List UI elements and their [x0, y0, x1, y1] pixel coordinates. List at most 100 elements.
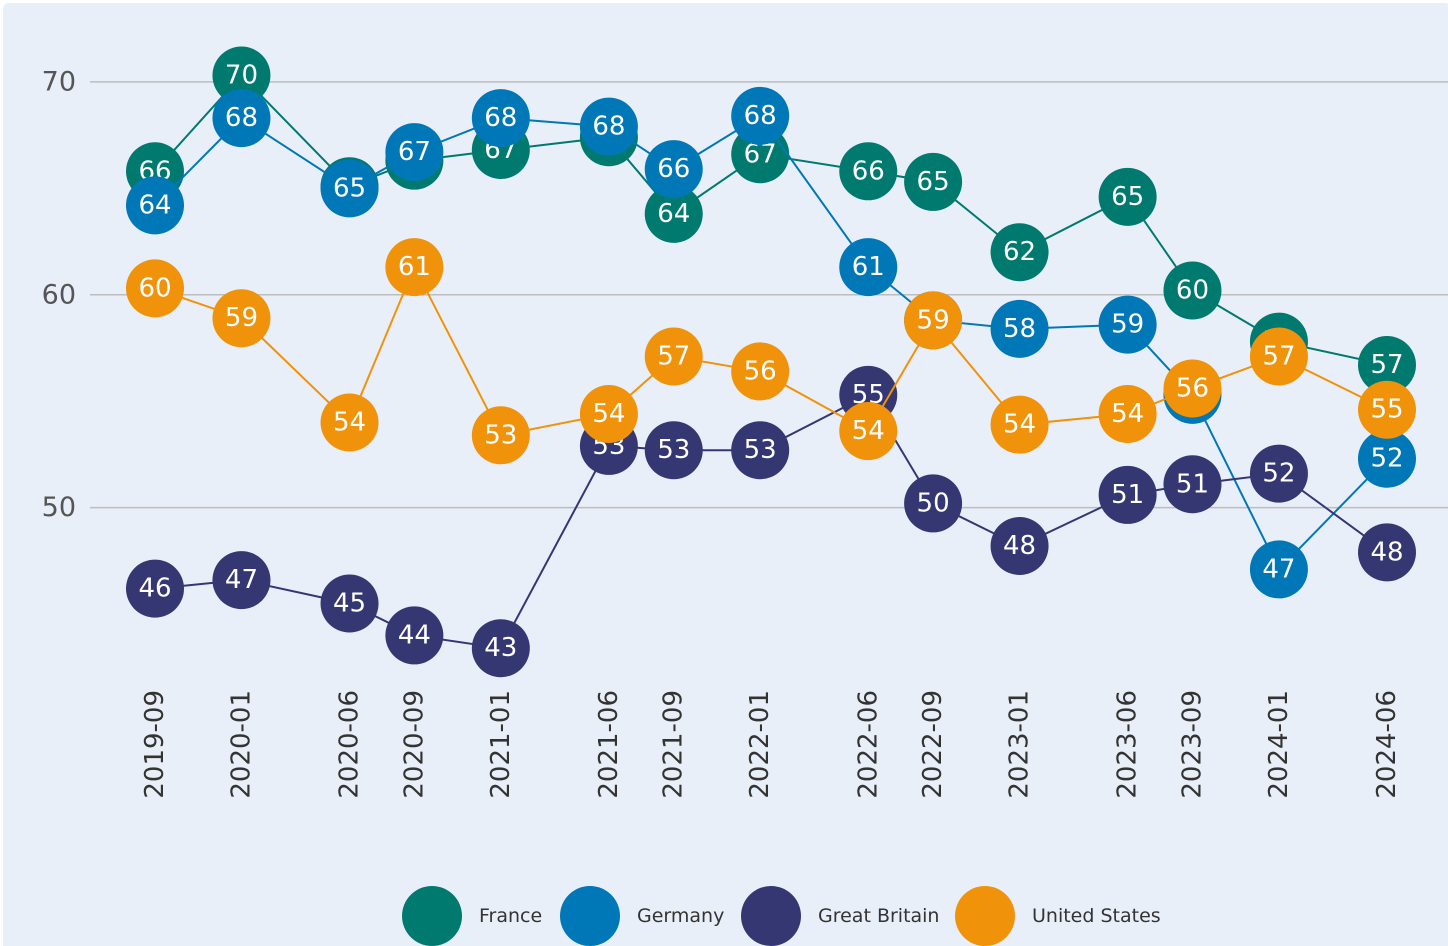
data-point — [1249, 444, 1308, 503]
data-label: 61 — [398, 252, 431, 282]
legend-label: Germany — [637, 905, 724, 927]
data-point — [731, 421, 790, 480]
x-tick-label: 2023-09 — [1177, 690, 1207, 799]
x-tick-label: 2023-01 — [1005, 690, 1035, 799]
x-tick-label: 2022-06 — [853, 690, 883, 799]
data-label: 45 — [333, 588, 366, 618]
data-label: 44 — [398, 620, 431, 650]
data-point — [904, 291, 963, 350]
data-label: 60 — [1176, 276, 1209, 306]
data-label: 58 — [1003, 314, 1036, 344]
data-point — [731, 342, 790, 401]
legend-swatch — [741, 886, 801, 946]
data-point — [212, 289, 271, 348]
data-label: 53 — [744, 435, 777, 465]
x-tick-label: 2024-01 — [1264, 690, 1294, 799]
data-point — [1358, 523, 1416, 582]
data-point — [212, 89, 271, 148]
data-point — [385, 606, 444, 665]
data-point — [1098, 465, 1157, 524]
data-point — [1098, 295, 1157, 354]
data-label: 46 — [138, 574, 171, 604]
data-point — [579, 385, 638, 443]
data-label: 59 — [1111, 310, 1144, 340]
data-point — [644, 421, 703, 480]
data-point — [904, 152, 963, 211]
data-label: 54 — [592, 399, 625, 429]
x-tick-label: 2022-01 — [745, 690, 775, 799]
data-label: 53 — [657, 435, 690, 465]
data-label: 68 — [592, 112, 625, 142]
data-label: 48 — [1003, 531, 1036, 561]
data-label: 60 — [138, 273, 171, 303]
data-point — [1163, 261, 1222, 320]
data-point — [644, 327, 703, 386]
data-point — [1358, 429, 1416, 488]
data-label: 57 — [1262, 342, 1295, 372]
data-point — [320, 574, 379, 633]
data-label: 47 — [225, 565, 258, 595]
x-tick-label: 2021-01 — [486, 690, 516, 799]
legend-swatch — [955, 886, 1015, 946]
data-label: 65 — [333, 173, 366, 203]
data-point — [1163, 359, 1222, 418]
data-label: 53 — [484, 420, 517, 450]
data-label: 67 — [398, 137, 431, 167]
legend-swatch — [560, 886, 620, 946]
data-label: 66 — [852, 156, 885, 186]
data-point — [320, 159, 379, 218]
data-point — [990, 395, 1049, 454]
data-label: 51 — [1111, 480, 1144, 510]
data-label: 66 — [657, 154, 690, 184]
data-point — [320, 393, 379, 452]
data-point — [990, 299, 1049, 358]
data-label: 68 — [225, 103, 258, 133]
x-tick-label: 2024-06 — [1372, 690, 1402, 799]
data-label: 70 — [225, 60, 258, 90]
data-point — [990, 517, 1049, 575]
data-point — [385, 123, 444, 182]
data-label: 55 — [1370, 395, 1403, 425]
data-point — [1249, 540, 1308, 599]
data-label: 61 — [852, 252, 885, 282]
data-label: 56 — [744, 356, 777, 386]
data-point — [644, 140, 703, 199]
data-point — [644, 184, 703, 243]
data-point — [1098, 167, 1157, 226]
data-label: 51 — [1176, 469, 1209, 499]
data-point — [1098, 385, 1157, 443]
data-label: 54 — [333, 408, 366, 438]
data-point — [990, 223, 1049, 282]
data-label: 56 — [1176, 373, 1209, 403]
data-label: 59 — [225, 303, 258, 333]
data-point — [904, 474, 963, 533]
background — [3, 3, 1448, 946]
data-label: 47 — [1262, 554, 1295, 584]
x-tick-label: 2020-01 — [226, 690, 256, 799]
y-tick-label: 50 — [42, 492, 76, 523]
data-point — [385, 238, 444, 297]
data-point — [212, 551, 271, 610]
legend-swatch — [402, 886, 462, 946]
legend-label: Great Britain — [818, 905, 939, 927]
data-label: 59 — [917, 305, 950, 335]
data-label: 68 — [744, 101, 777, 131]
data-point — [126, 259, 184, 318]
y-tick-label: 70 — [42, 66, 76, 97]
data-point — [212, 46, 271, 105]
data-label: 57 — [657, 342, 690, 372]
data-label: 43 — [484, 633, 517, 663]
x-tick-label: 2022-09 — [918, 690, 948, 799]
x-tick-label: 2020-09 — [399, 690, 429, 799]
data-point — [1249, 327, 1308, 386]
data-label: 54 — [852, 416, 885, 446]
data-label: 52 — [1370, 444, 1403, 474]
y-tick-label: 60 — [42, 279, 76, 310]
x-tick-label: 2019-09 — [140, 690, 170, 799]
data-label: 52 — [1262, 459, 1295, 489]
data-point — [1358, 336, 1416, 395]
legend-label: United States — [1032, 905, 1161, 927]
data-point — [471, 89, 530, 148]
data-point — [839, 142, 898, 201]
